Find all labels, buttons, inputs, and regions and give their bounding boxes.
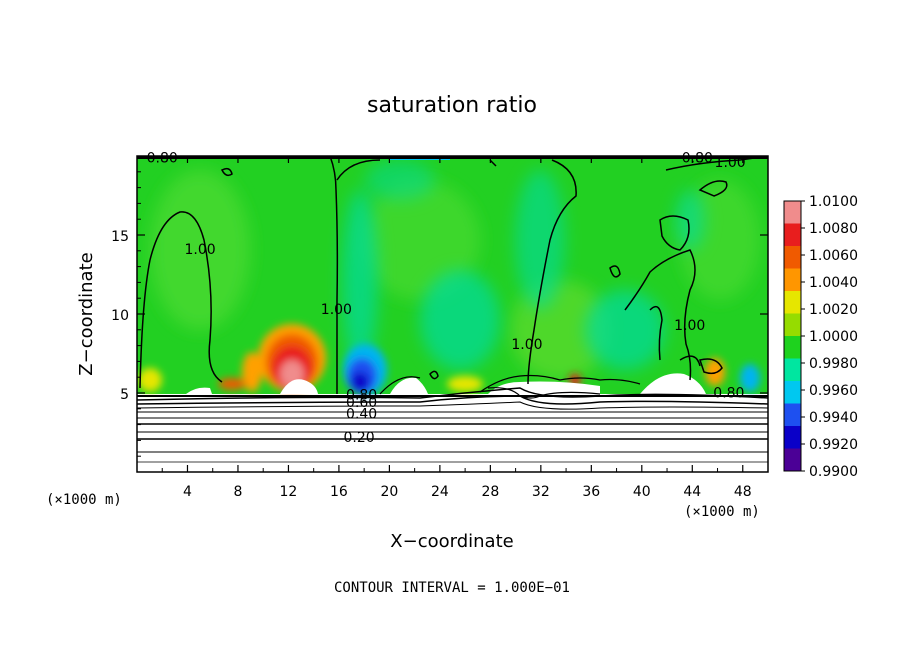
x-tick-label: 44 xyxy=(683,484,701,500)
colorbar-swatch xyxy=(784,403,801,427)
contour-label: 1.00 xyxy=(321,302,352,318)
colorbar-tick-label: 1.0060 xyxy=(809,248,858,264)
colorbar-swatch xyxy=(784,268,801,292)
colorbar-swatch xyxy=(784,426,801,449)
saturation-field xyxy=(137,156,768,472)
colorbar-swatch xyxy=(784,246,801,269)
colorbar-swatch xyxy=(784,223,801,247)
x-tick-label: 8 xyxy=(233,484,242,500)
colorbar-tick-label: 1.0100 xyxy=(809,194,858,210)
colorbar-swatch xyxy=(784,291,801,314)
contour-labels: 0.80 0.80 1.001.001.001.001.000.800.800.60… xyxy=(147,150,746,446)
contour-label: 1.00 xyxy=(715,155,746,171)
colorbar-tick-label: 0.9900 xyxy=(809,464,858,480)
x-ticks: 4 8 12 16 20 24 28 32 36 40 44 48 xyxy=(161,156,752,500)
colorbar-tick-label: 0.9960 xyxy=(809,383,858,399)
y-tick-label: 15 xyxy=(111,229,129,245)
x-tick-label: 28 xyxy=(481,484,499,500)
colorbar: 1.0100 1.0080 1.0060 1.0040 1.0020 1.0000 0.99… xyxy=(783,194,858,480)
x-tick-label: 36 xyxy=(582,484,600,500)
x-unit-left: (×1000 m) xyxy=(46,492,122,508)
contour-label: 1.00 xyxy=(511,337,542,353)
x-axis-label: X−coordinate xyxy=(390,531,513,552)
x-tick-label: 20 xyxy=(380,484,398,500)
y-tick-label: 5 xyxy=(120,387,129,403)
x-tick-label: 40 xyxy=(633,484,651,500)
contour-label: 0.60 xyxy=(346,395,377,411)
x-tick-label: 12 xyxy=(280,484,298,500)
contour-label: 0.80 xyxy=(147,150,178,166)
y-ticks: 5 10 15 xyxy=(111,171,768,457)
x-unit-right: (×1000 m) xyxy=(684,504,760,520)
contour-label: 0.80 xyxy=(682,150,713,166)
y-tick-label: 10 xyxy=(111,308,129,324)
contour-label: 0.40 xyxy=(346,406,377,422)
x-tick-label: 48 xyxy=(734,484,752,500)
colorbar-swatch xyxy=(784,448,801,472)
contour-label: 1.00 xyxy=(674,318,705,334)
colorbar-swatch xyxy=(784,313,801,337)
colorbar-tick-label: 0.9980 xyxy=(809,356,858,372)
contour-lines xyxy=(139,156,768,394)
contour-label: 0.80 xyxy=(346,387,377,403)
colorbar-tick-label: 1.0040 xyxy=(809,275,858,291)
colorbar-tick-label: 1.0080 xyxy=(809,221,858,237)
colorbar-swatch xyxy=(784,336,801,359)
contour-label: 1.00 xyxy=(185,242,216,258)
y-axis-label: Z−coordinate xyxy=(76,252,97,375)
contour-label: 0.80 xyxy=(713,386,744,402)
layer-contours xyxy=(137,374,768,463)
colorbar-swatch xyxy=(784,381,801,404)
colorbar-tick-label: 0.9940 xyxy=(809,410,858,426)
colorbar-tick-label: 0.9920 xyxy=(809,437,858,453)
colorbar-tick-label: 1.0020 xyxy=(809,302,858,318)
colorbar-swatch xyxy=(784,201,801,224)
colorbar-tick-label: 1.0000 xyxy=(809,329,858,345)
contour-interval-note: CONTOUR INTERVAL = 1.000E−01 xyxy=(334,580,570,596)
x-tick-label: 24 xyxy=(431,484,449,500)
x-tick-label: 16 xyxy=(330,484,348,500)
colorbar-swatch xyxy=(784,358,801,382)
x-tick-label: 4 xyxy=(183,484,192,500)
x-tick-label: 32 xyxy=(532,484,550,500)
chart-title: saturation ratio xyxy=(367,93,537,118)
contour-label: 0.20 xyxy=(344,430,375,446)
